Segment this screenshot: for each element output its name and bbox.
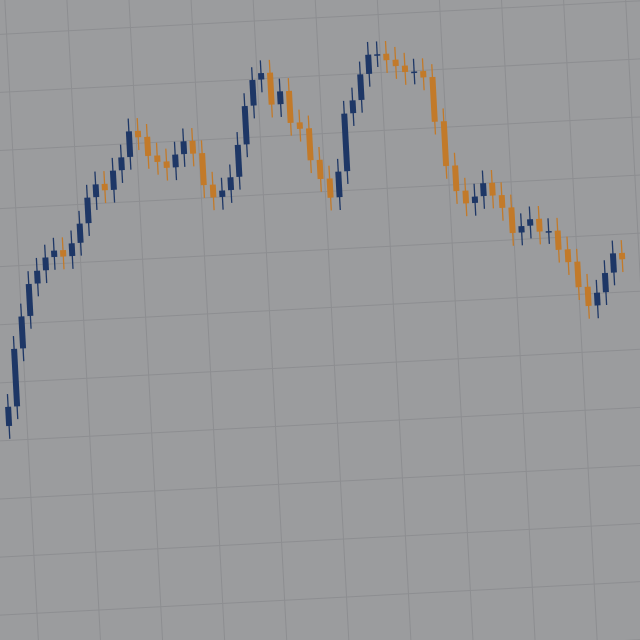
grid-line [0, 577, 640, 617]
candle-body [574, 261, 582, 288]
candle-body [154, 155, 161, 163]
grid-line [0, 345, 640, 386]
candle-body [42, 257, 50, 271]
candle-body [618, 252, 626, 260]
candle-body [249, 79, 257, 106]
candle-body [593, 292, 601, 306]
grid-line [0, 461, 640, 502]
candle-body [76, 223, 84, 243]
grid-line [126, 0, 167, 640]
candle-body [163, 161, 170, 168]
grid-line [0, 519, 640, 560]
grid-line [0, 171, 640, 212]
candle-body [357, 74, 365, 101]
candle-body [508, 207, 516, 234]
grid-line [64, 0, 105, 640]
candle-body [440, 121, 450, 167]
grid-line [250, 0, 291, 640]
candle-body [118, 157, 125, 171]
candle-body [326, 178, 334, 198]
candle-body [518, 225, 525, 233]
candle-body [92, 184, 100, 198]
candle-body [180, 141, 188, 155]
candle-body [125, 131, 134, 158]
candle-body [365, 54, 373, 75]
grid-line [436, 0, 477, 640]
candle-body [209, 184, 217, 198]
candle-body [527, 219, 534, 226]
candle-body [498, 194, 506, 209]
candle-body [199, 152, 207, 186]
candle-body [601, 272, 609, 293]
candle-body [349, 100, 357, 114]
candle-body [554, 230, 562, 250]
candle-body [341, 113, 351, 172]
candle-body [101, 183, 108, 191]
candle-body [480, 183, 487, 197]
candle-body [144, 136, 152, 157]
candle-body [5, 406, 13, 427]
candle-body [545, 230, 552, 233]
grid-line [0, 113, 640, 154]
candle-body [584, 286, 592, 307]
candle-body [276, 91, 284, 105]
candle-body [296, 122, 303, 129]
candle-body [335, 171, 343, 198]
candle-body [420, 70, 427, 78]
grid-line [0, 229, 640, 270]
candle-body [59, 249, 67, 257]
grid-line [498, 0, 539, 640]
candle-body [536, 218, 543, 232]
candle-body [51, 250, 58, 258]
grid-line [0, 635, 640, 640]
candle-body [219, 190, 226, 198]
candle-body [34, 270, 41, 284]
candle-body [258, 72, 265, 80]
candle-body [266, 72, 275, 105]
candle-body [227, 177, 235, 191]
grid-line [0, 287, 640, 328]
candle-body [462, 190, 470, 204]
grid-line [560, 0, 601, 640]
candle-body [452, 165, 460, 192]
grid-line [374, 0, 415, 640]
candle-wick [412, 58, 416, 85]
candle-body [134, 130, 142, 138]
grid-line [188, 0, 229, 640]
grid-line [312, 0, 353, 640]
candle-body [25, 283, 34, 317]
candle-body [392, 59, 399, 67]
candle-body [285, 90, 294, 124]
candle-body [68, 243, 76, 257]
candle-body [11, 348, 21, 407]
candle-body [241, 105, 250, 145]
candle-body [471, 196, 479, 204]
candle-body [401, 65, 409, 73]
candle-body [172, 154, 179, 168]
grid-line [0, 0, 640, 38]
candle-body [84, 197, 92, 224]
candle-body [234, 144, 243, 177]
candle-body [109, 170, 117, 190]
candle-body [564, 249, 572, 263]
grid-line [0, 55, 640, 96]
candle-body [18, 316, 27, 349]
grid-line [622, 0, 640, 640]
candle-body [411, 71, 418, 74]
candle-body [189, 140, 197, 154]
grid-line [0, 403, 640, 444]
candle-body [609, 253, 617, 273]
candle-body [429, 76, 438, 122]
candle-body [383, 53, 390, 61]
candle-body [374, 54, 381, 56]
candle-body [316, 159, 324, 180]
candle-body [489, 182, 496, 196]
candle-body [305, 128, 314, 161]
